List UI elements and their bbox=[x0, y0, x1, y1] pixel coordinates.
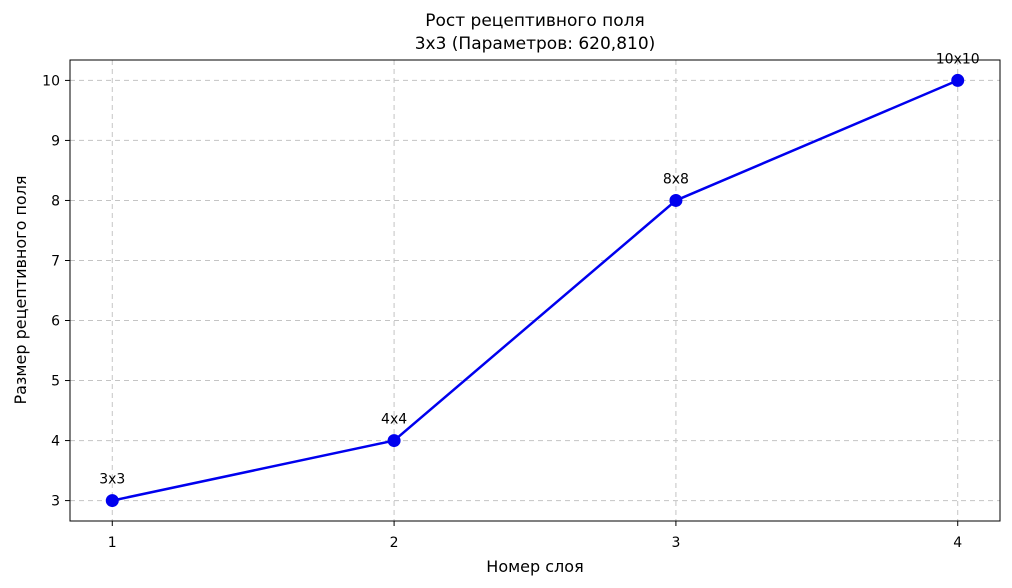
series-line bbox=[112, 79, 959, 502]
y-tick-label: 3 bbox=[51, 494, 60, 510]
y-tick-label: 8 bbox=[51, 193, 60, 209]
data-point bbox=[669, 193, 683, 207]
data-label: 3x3 bbox=[99, 472, 125, 488]
data-label: 4x4 bbox=[381, 412, 407, 428]
data-point bbox=[105, 494, 119, 508]
y-axis: 3 4 5 6 7 8 9 10 bbox=[42, 73, 70, 510]
y-tick-label: 4 bbox=[51, 434, 60, 450]
y-tick-label: 7 bbox=[51, 253, 60, 269]
data-label: 10x10 bbox=[936, 51, 980, 67]
x-tick-label: 1 bbox=[108, 535, 117, 551]
x-tick-label: 3 bbox=[671, 535, 680, 551]
x-axis-title: Номер слоя bbox=[486, 557, 583, 576]
plot-frame bbox=[69, 59, 1001, 522]
grid bbox=[70, 60, 1000, 521]
x-tick-label: 4 bbox=[953, 535, 962, 551]
y-tick-label: 5 bbox=[51, 374, 60, 390]
data-labels: 3x3 4x4 8x8 10x10 bbox=[99, 51, 979, 487]
y-tick-label: 9 bbox=[51, 133, 60, 149]
y-tick-label: 6 bbox=[51, 314, 60, 330]
x-tick-label: 2 bbox=[390, 535, 399, 551]
series bbox=[105, 73, 965, 508]
data-point bbox=[387, 434, 401, 448]
chart-subtitle: 3x3 (Параметров: 620,810) bbox=[415, 34, 656, 54]
data-label: 8x8 bbox=[663, 171, 689, 187]
chart-title: Рост рецептивного поля bbox=[425, 11, 645, 31]
y-tick-label: 10 bbox=[42, 73, 60, 89]
x-axis: 1 2 3 4 bbox=[108, 521, 962, 551]
y-axis-title: Размер рецептивного поля bbox=[11, 175, 30, 404]
data-point bbox=[951, 73, 965, 87]
